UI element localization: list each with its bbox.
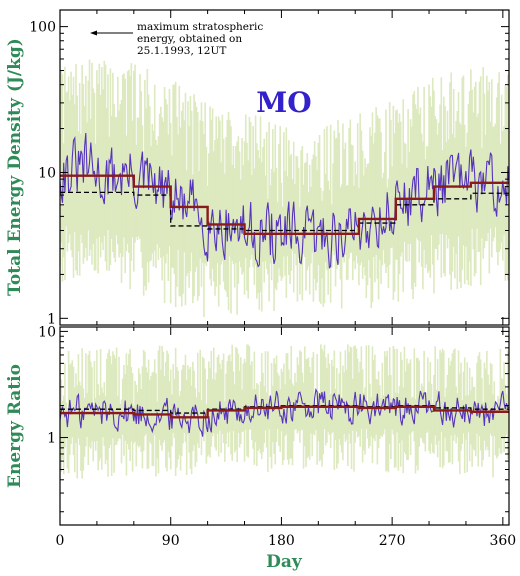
y-tick-label: 10	[38, 165, 56, 181]
annotation-line-1: maximum stratospheric	[137, 21, 263, 33]
monthly-mean-steps	[60, 405, 509, 419]
x-tick-label: 90	[162, 533, 180, 549]
y-tick-label: 10	[38, 324, 56, 340]
top-plot-area	[60, 59, 509, 318]
x-axis-label: Day	[266, 552, 303, 572]
x-tick-label: 180	[268, 533, 295, 549]
bottom-panel-frame	[59, 326, 510, 526]
bottom-plot-area	[60, 344, 509, 479]
x-tick-label: 360	[489, 533, 516, 549]
monthly-step-line	[60, 174, 509, 235]
monthly-step-line	[60, 405, 509, 419]
daily-series-line	[60, 132, 509, 270]
x-tick-label: 270	[379, 533, 406, 549]
axes	[59, 9, 510, 526]
bottom-y-axis-label: Energy Ratio	[5, 364, 25, 488]
y-tick-label: 100	[29, 20, 56, 36]
annotation-arrowhead	[90, 30, 97, 36]
station-label: MO	[256, 86, 311, 119]
x-tick-label: 0	[56, 533, 65, 549]
top-y-axis-label: Total Energy Density (J/kg)	[5, 38, 25, 296]
annotation-line-3: 25.1.1993, 12UT	[137, 45, 226, 57]
dashed-mean-steps	[60, 191, 509, 232]
dashed-mean-line	[60, 191, 509, 232]
max-energy-annotation: maximum stratospheric energy, obtained o…	[90, 21, 263, 57]
y-tick-label: 1	[47, 431, 56, 447]
top-panel-frame	[59, 9, 510, 326]
annotation-line-2: energy, obtained on	[137, 33, 242, 45]
y-tick-label: 1	[47, 311, 56, 327]
monthly-mean-steps	[60, 174, 509, 235]
